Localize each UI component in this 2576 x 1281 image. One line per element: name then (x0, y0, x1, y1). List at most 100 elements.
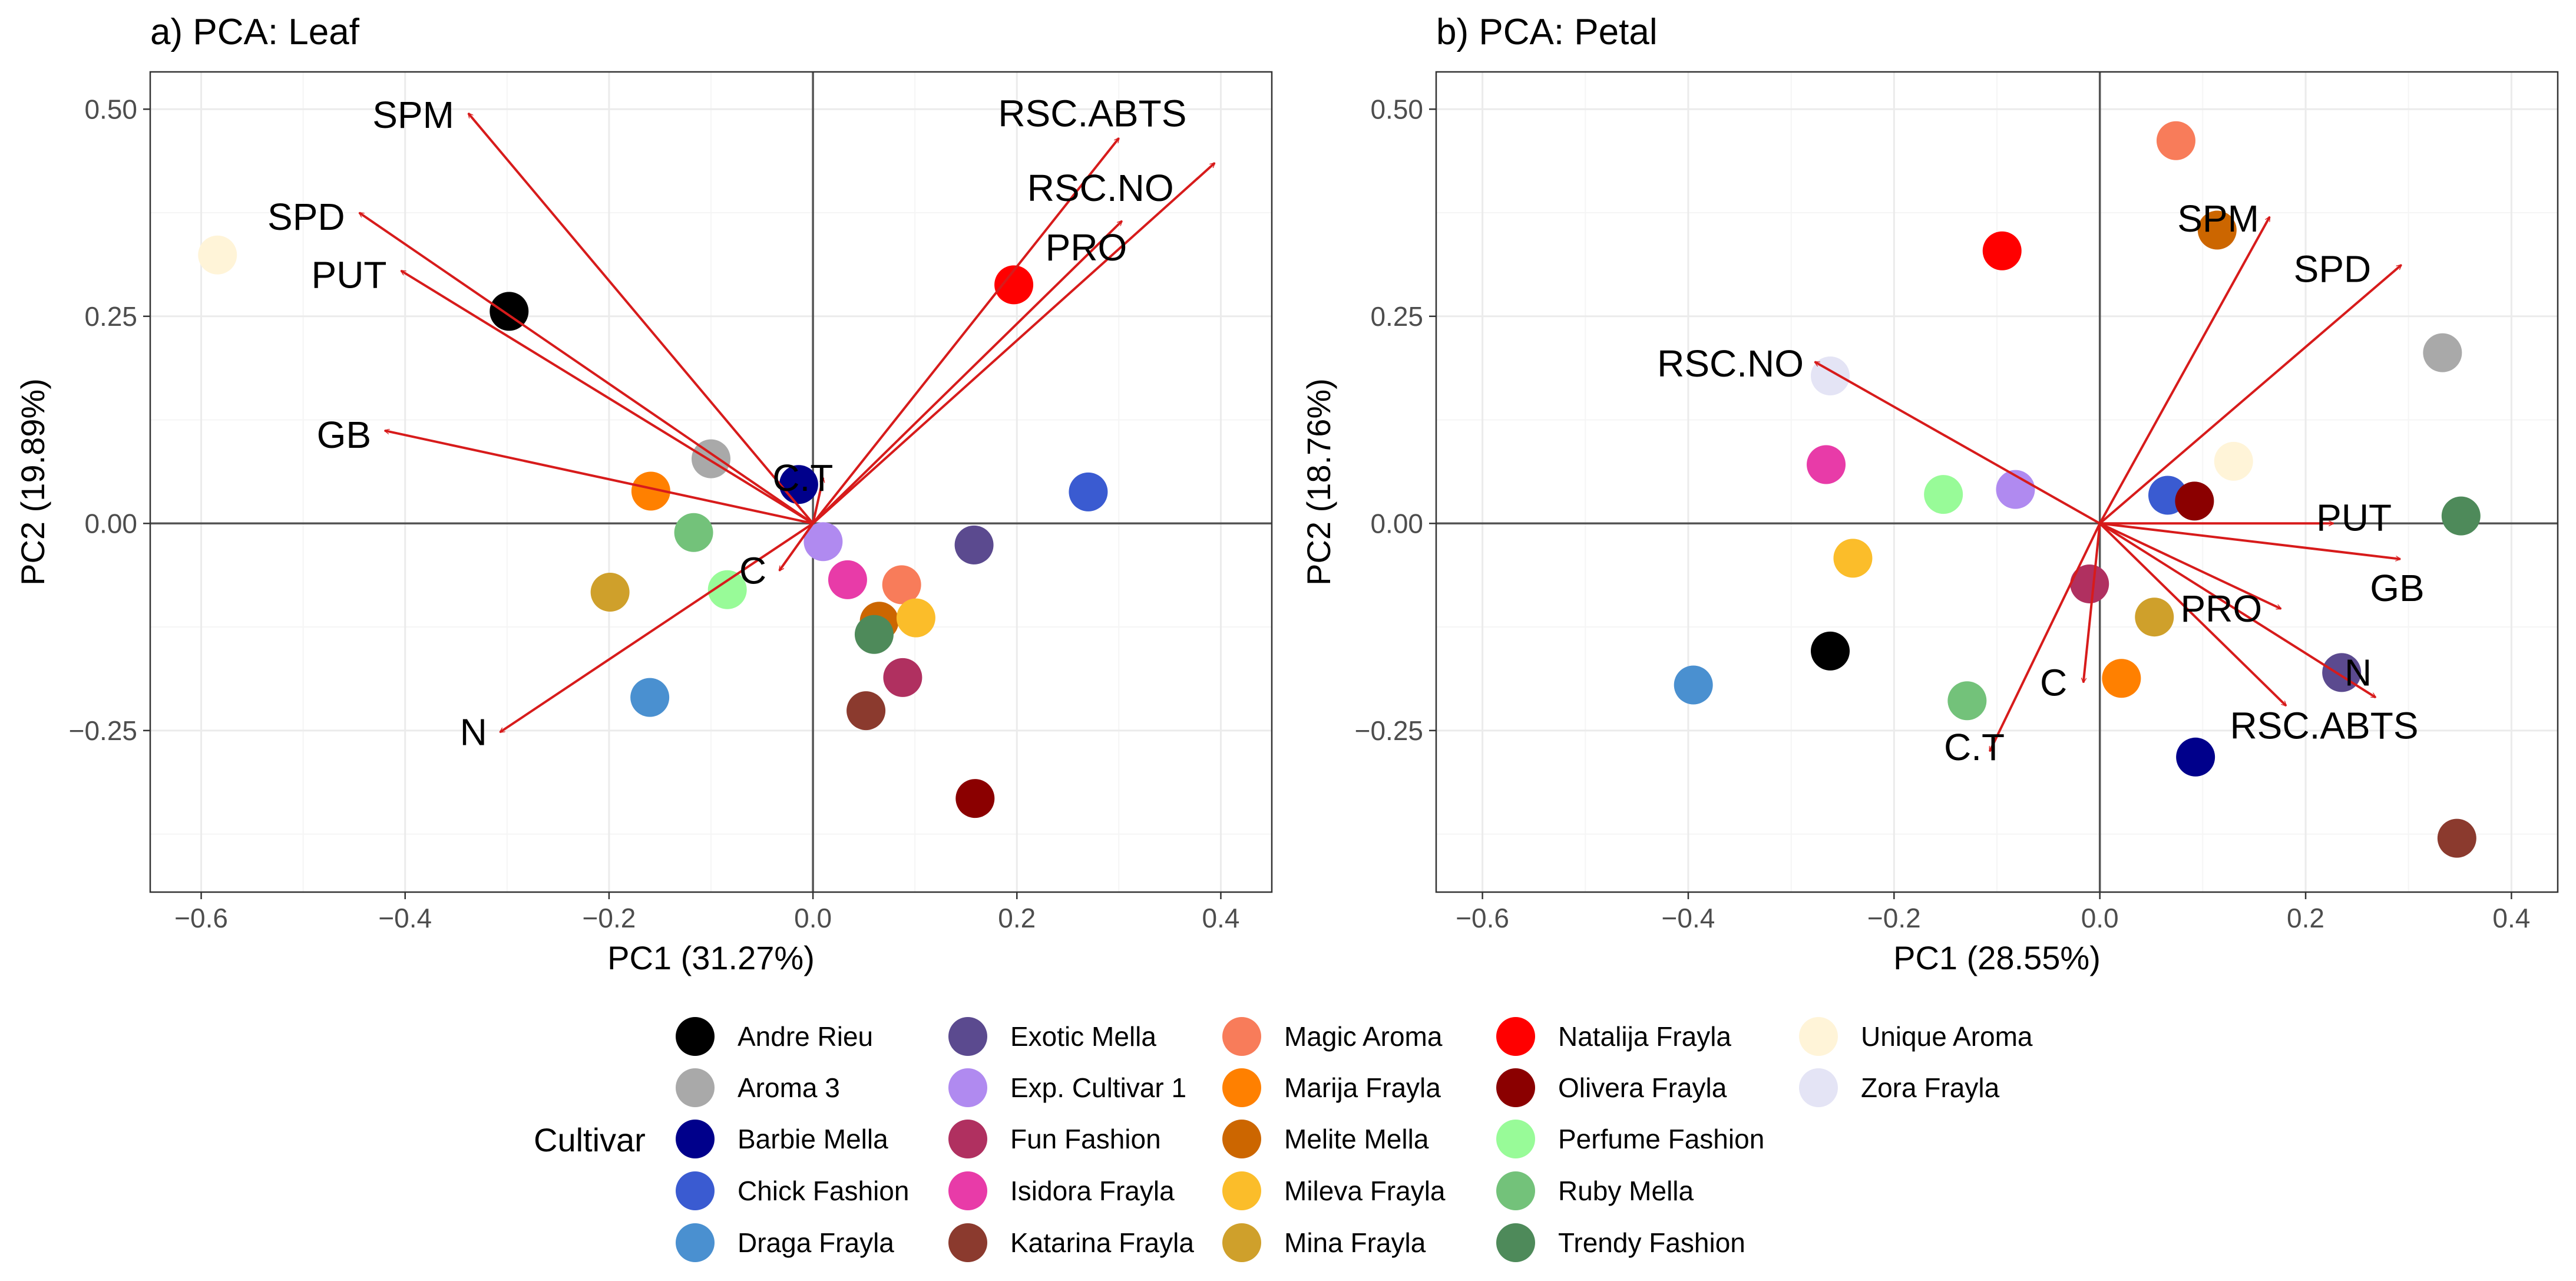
legend-swatch-draga-frayla (676, 1223, 715, 1262)
y-tick-label: 0.25 (84, 301, 137, 332)
leaf-loading-label-c: C (739, 549, 766, 592)
leaf-loading-label-n: N (460, 711, 487, 754)
leaf-loading-arrow-pro (812, 221, 1122, 524)
leaf-point-aroma-3 (692, 439, 730, 478)
leaf-axes: −0.6 −0.4 −0.2 0.0 0.2 0.4 −0.25 0.00 0.25 0.50 (69, 72, 1272, 933)
x-tick-label: 0.0 (794, 903, 832, 933)
x-tick-label: −0.4 (378, 903, 432, 933)
leaf-point-katarina-frayla (846, 691, 886, 731)
x-tick-label: 0.4 (1202, 903, 1239, 933)
leaf-point-isidora-frayla (828, 560, 867, 599)
leaf-point-natalija-frayla (994, 265, 1034, 305)
petal-loading-label-rsc-abts: RSC.ABTS (2230, 704, 2418, 747)
legend-swatch-ruby-mella (1496, 1171, 1535, 1210)
leaf-point-marija-frayla (631, 471, 670, 511)
y-tick-label: −0.25 (69, 715, 137, 746)
legend-swatch-magic-aroma (1222, 1017, 1261, 1056)
leaf-loading-arrow-c-t (812, 478, 823, 524)
leaf-loading-label-spd: SPD (267, 196, 345, 238)
petal-point-draga-frayla (1674, 665, 1713, 705)
y-tick-label: 0.00 (1370, 508, 1423, 539)
petal-point-magic-aroma (2156, 121, 2195, 160)
leaf-loading-arrow-c (778, 523, 814, 570)
petal-grid (1436, 72, 2558, 892)
cultivar-legend: Cultivar Andre Rieu Aroma 3 Barbie Mella Ch… (534, 1017, 2033, 1262)
petal-point-barbie-mella (2176, 737, 2215, 777)
leaf-point-perfume-fashion (707, 570, 747, 609)
petal-point-isidora-frayla (1807, 445, 1846, 484)
legend-swatch-olivera-frayla (1496, 1068, 1535, 1107)
legend-swatch-zora-frayla (1799, 1068, 1838, 1107)
legend-label-mileva-frayla: Mileva Frayla (1284, 1176, 1446, 1206)
leaf-loading-arrows (359, 113, 1215, 734)
petal-loading-label-spm: SPM (2177, 197, 2259, 240)
legend-label-trendy-fashion: Trendy Fashion (1558, 1227, 1745, 1258)
legend-label-exotic-mella: Exotic Mella (1010, 1021, 1156, 1052)
petal-point-aroma-3 (2423, 333, 2462, 372)
legend-label-fun-fashion: Fun Fashion (1010, 1124, 1161, 1154)
petal-loading-arrow-c (2084, 523, 2101, 682)
petal-loading-arrows (1815, 217, 2402, 751)
petal-point-marija-frayla (2102, 659, 2141, 698)
legend-swatch-perfume-fashion (1496, 1120, 1535, 1158)
petal-loading-label-gb: GB (2370, 567, 2424, 609)
petal-point-unique-aroma (2214, 441, 2253, 481)
petal-point-exp-cultivar-1 (1996, 470, 2035, 509)
leaf-point-trendy-fashion (854, 615, 894, 654)
leaf-y-axis-title: PC2 (19.89%) (14, 378, 51, 586)
petal-pca-panel: b) PCA: Petal −0.6 −0.4 −0.2 0.0 0.2 0.4 −0.25… (1300, 12, 2559, 976)
leaf-pca-panel: a) PCA: Leaf −0.6 −0.4 −0.2 0.0 0.2 0.4 −0.25 0… (14, 12, 1273, 976)
petal-loading-arrow-rsc-abts (2099, 522, 2286, 705)
legend-swatch-exp-cultivar-1 (948, 1068, 987, 1107)
petal-loading-label-put: PUT (2316, 496, 2392, 539)
x-tick-label: 0.2 (2287, 903, 2324, 933)
leaf-loading-arrow-rsc-no (812, 163, 1215, 524)
legend-label-andre-rieu: Andre Rieu (738, 1021, 873, 1052)
leaf-loading-arrow-spd (359, 212, 814, 524)
leaf-point-chick-fashion (1069, 472, 1108, 511)
leaf-panel-border (149, 71, 1273, 893)
petal-loading-labels: SPM SPD RSC.NO PUT GB PRO N RSC.ABTS C C.T (1657, 197, 2425, 768)
x-tick-label: 0.0 (2081, 903, 2119, 933)
x-tick-label: −0.4 (1662, 903, 1715, 933)
leaf-loading-arrow-spm (467, 113, 814, 524)
legend-swatch-exotic-mella (948, 1017, 987, 1056)
petal-loading-label-spd: SPD (2294, 248, 2372, 290)
legend-swatch-chick-fashion (676, 1171, 715, 1210)
legend-label-ruby-mella: Ruby Mella (1558, 1176, 1694, 1206)
x-tick-label: −0.6 (1456, 903, 1509, 933)
legend-label-barbie-mella: Barbie Mella (738, 1124, 888, 1154)
leaf-point-unique-aroma (198, 235, 237, 275)
leaf-point-exp-cultivar-1 (803, 522, 843, 562)
petal-panel-border (1435, 71, 2559, 893)
leaf-loading-label-spm: SPM (372, 94, 454, 136)
legend-label-magic-aroma: Magic Aroma (1284, 1021, 1443, 1052)
petal-point-fun-fashion (2070, 564, 2109, 603)
legend-swatch-natalija-frayla (1496, 1017, 1535, 1056)
legend-label-zora-frayla: Zora Frayla (1861, 1072, 2000, 1103)
petal-point-perfume-fashion (1924, 475, 1963, 514)
x-tick-label: −0.2 (583, 903, 636, 933)
leaf-point-draga-frayla (630, 678, 670, 717)
legend-label-natalija-frayla: Natalija Frayla (1558, 1021, 1731, 1052)
petal-point-trendy-fashion (2441, 496, 2481, 536)
legend-swatch-mileva-frayla (1222, 1171, 1261, 1210)
legend-swatch-katarina-frayla (948, 1223, 987, 1262)
leaf-point-olivera-frayla (955, 779, 995, 818)
leaf-panel-title: a) PCA: Leaf (150, 12, 360, 52)
legend-title: Cultivar (534, 1121, 646, 1158)
legend-label-melite-mella: Melite Mella (1284, 1124, 1429, 1154)
legend-label-olivera-frayla: Olivera Frayla (1558, 1072, 1727, 1103)
leaf-point-fun-fashion (883, 658, 922, 697)
leaf-loading-label-pro: PRO (1046, 226, 1127, 269)
leaf-loading-arrow-put (401, 269, 814, 525)
leaf-loading-label-gb: GB (317, 414, 371, 456)
petal-loading-arrow-gb (2099, 522, 2400, 559)
leaf-point-mileva-frayla (896, 598, 935, 638)
legend-label-isidora-frayla: Isidora Frayla (1010, 1176, 1175, 1206)
leaf-loading-labels: SPM SPD PUT GB N C C.T RSC.ABTS RSC.NO PRO (267, 92, 1186, 753)
legend-label-perfume-fashion: Perfume Fashion (1558, 1124, 1764, 1154)
leaf-x-axis-title: PC1 (31.27%) (607, 939, 815, 976)
leaf-loading-arrow-n (500, 522, 814, 734)
